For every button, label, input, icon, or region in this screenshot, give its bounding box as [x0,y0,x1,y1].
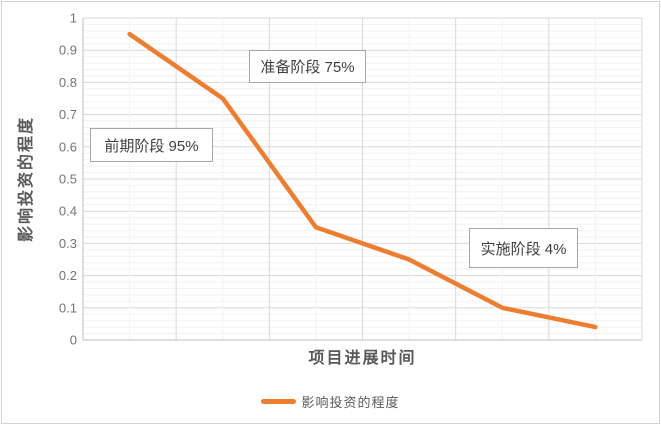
y-tick-label: 0.9 [59,43,77,58]
y-tick-label: 0.4 [59,204,77,219]
legend-line-marker [261,398,297,404]
y-tick-label: 0.2 [59,268,77,283]
series-line [127,31,598,330]
annotation-early-stage: 前期阶段 95% [90,128,213,162]
y-tick-label: 0.3 [59,236,77,251]
annotation-preparation-stage: 准备阶段 75% [249,50,366,83]
annotation-early-stage-label: 前期阶段 95% [104,137,199,155]
y-tick-label: 0.1 [59,300,77,315]
y-tick-label: 0.5 [59,172,77,187]
y-tick-label: 0.8 [59,75,77,90]
y-tick-label: 0.7 [59,107,77,122]
annotation-implementation-stage-label: 实施阶段 4% [480,240,567,258]
legend: 影响投资的程度 [0,392,661,410]
legend-series-label: 影响投资的程度 [301,394,400,410]
y-tick-label: 0 [70,333,77,348]
y-tick-label: 1 [70,11,77,26]
annotation-preparation-stage-label: 准备阶段 75% [260,59,355,76]
y-axis-title: 影响投资的程度 [18,116,35,243]
annotation-implementation-stage: 实施阶段 4% [469,228,578,268]
x-axis-title: 项目进展时间 [308,350,417,367]
y-tick-label: 0.6 [59,139,77,154]
